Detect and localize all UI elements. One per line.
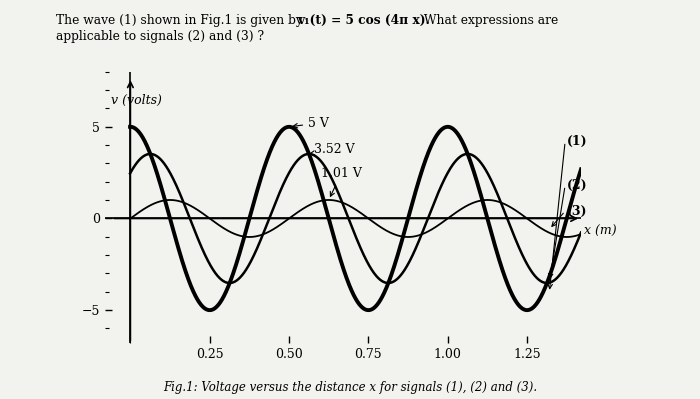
- Text: (3): (3): [567, 205, 587, 217]
- Text: v (volts): v (volts): [111, 94, 162, 107]
- Text: 3.52 V: 3.52 V: [309, 143, 355, 156]
- Text: (1): (1): [567, 135, 587, 148]
- Text: (2): (2): [567, 179, 587, 192]
- Text: The wave (1) shown in Fig.1 is given by: The wave (1) shown in Fig.1 is given by: [56, 14, 307, 27]
- Text: 5 V: 5 V: [293, 117, 329, 130]
- Text: Fig.1: Voltage versus the distance x for signals (1), (2) and (3).: Fig.1: Voltage versus the distance x for…: [163, 381, 537, 394]
- Text: What expressions are: What expressions are: [420, 14, 559, 27]
- Text: v₁(t) = 5 cos (4π x).: v₁(t) = 5 cos (4π x).: [298, 14, 430, 27]
- Text: x (m): x (m): [584, 225, 617, 238]
- Text: applicable to signals (2) and (3) ?: applicable to signals (2) and (3) ?: [56, 30, 264, 43]
- Text: 1.01 V: 1.01 V: [321, 167, 362, 196]
